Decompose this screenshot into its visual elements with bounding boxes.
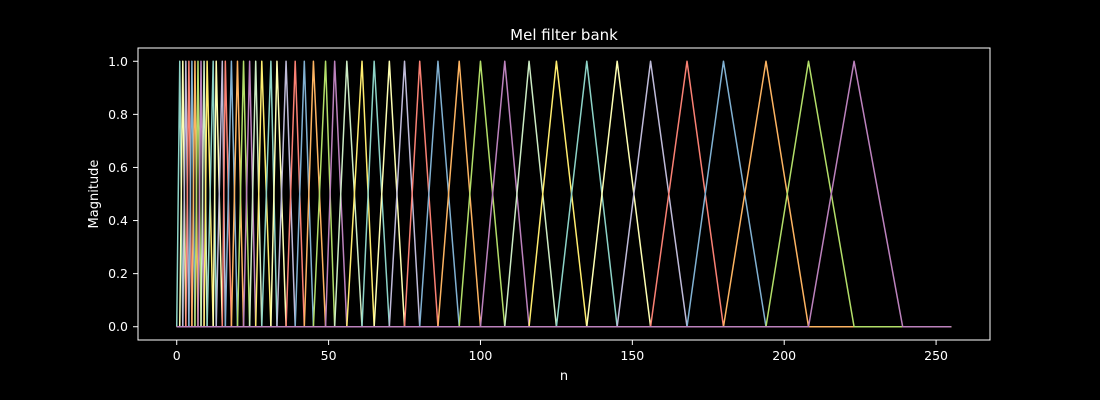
- filter-series-13: [176, 60, 952, 328]
- filter-series-39: [176, 60, 952, 328]
- filter-series-19: [176, 60, 952, 328]
- filter-series-37: [176, 60, 952, 328]
- filter-series-12: [176, 60, 952, 328]
- filter-series-group: [175, 60, 952, 328]
- plot-area-frame: [137, 47, 991, 341]
- filter-series-35: [176, 60, 952, 328]
- filter-series-3: [176, 60, 952, 328]
- filter-series-27: [176, 60, 952, 328]
- filter-series-43: [176, 60, 952, 328]
- x-axis-label: n: [560, 369, 568, 384]
- y-tick-label-0.2: 0.2: [108, 266, 128, 281]
- filter-series-44: [176, 60, 952, 328]
- filter-series-25: [176, 60, 952, 328]
- x-tick-label-0: 0: [173, 348, 181, 363]
- filter-series-22: [176, 60, 952, 328]
- filter-series-18: [176, 60, 952, 328]
- filter-series-23: [176, 60, 952, 328]
- filter-series-5: [176, 60, 952, 328]
- filter-series-48: [176, 60, 952, 328]
- filter-series-26: [176, 60, 952, 328]
- filter-series-15: [176, 60, 952, 328]
- y-tick-label-0.4: 0.4: [108, 213, 128, 228]
- x-tick-label-100: 100: [469, 348, 493, 363]
- filter-series-34: [176, 60, 952, 328]
- filter-series-31: [176, 60, 952, 328]
- filter-series-9: [176, 60, 952, 328]
- filter-series-38: [176, 60, 952, 328]
- filter-series-14: [176, 60, 952, 328]
- filter-series-10: [176, 60, 952, 328]
- filter-series-32: [176, 60, 952, 328]
- filter-series-29: [176, 60, 952, 328]
- filter-series-30: [176, 60, 952, 328]
- y-axis-label: Magnitude: [87, 160, 102, 229]
- chart-title: Mel filter bank: [510, 26, 618, 44]
- filter-series-36: [176, 60, 952, 328]
- x-axis: 0 50 100 150 200 250: [173, 340, 948, 363]
- filter-series-24: [176, 60, 952, 328]
- x-tick-label-250: 250: [924, 348, 948, 363]
- y-tick-label-0.8: 0.8: [108, 107, 128, 122]
- filter-series-4: [176, 60, 952, 328]
- x-tick-label-200: 200: [772, 348, 796, 363]
- filter-series-28: [176, 60, 952, 328]
- y-tick-label-1.0: 1.0: [108, 54, 128, 69]
- filter-series-46: [176, 60, 952, 328]
- y-tick-label-0.0: 0.0: [108, 319, 128, 334]
- filter-series-42: [176, 60, 952, 328]
- filter-series-7: [176, 60, 952, 328]
- x-tick-label-50: 50: [321, 348, 337, 363]
- filter-series-11: [176, 60, 952, 328]
- filter-series-17: [176, 60, 952, 328]
- filter-series-33: [176, 60, 952, 328]
- y-tick-label-0.6: 0.6: [108, 160, 128, 175]
- filter-series-8: [176, 60, 952, 328]
- filter-series-2: [176, 60, 952, 328]
- filter-series-1: [175, 60, 952, 328]
- x-tick-label-150: 150: [620, 348, 644, 363]
- filter-series-45: [176, 60, 952, 328]
- y-axis: 0.0 0.2 0.4 0.6 0.8 1.0: [108, 54, 138, 334]
- filter-series-21: [176, 60, 952, 328]
- filter-series-47: [176, 60, 952, 328]
- filter-series-41: [176, 60, 952, 328]
- filter-series-6: [176, 60, 952, 328]
- filter-series-40: [176, 60, 952, 328]
- filter-series-16: [176, 60, 952, 328]
- filter-series-20: [176, 60, 952, 328]
